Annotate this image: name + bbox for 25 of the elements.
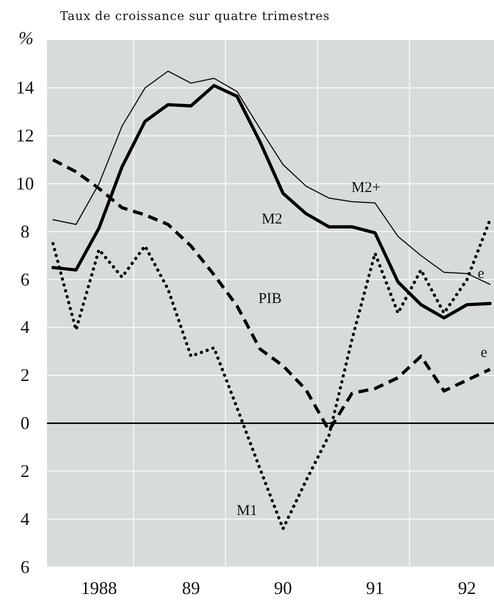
y-tick-label: 10 xyxy=(16,173,34,194)
annotation: e xyxy=(478,266,485,282)
y-tick-label: 14 xyxy=(16,78,34,98)
x-tick-label: 92 xyxy=(458,578,476,598)
series-label: PIB xyxy=(258,291,282,308)
y-tick-label: 6 xyxy=(20,269,30,290)
series-label: M2 xyxy=(262,212,282,228)
x-tick-label: 91 xyxy=(366,578,384,598)
y-tick-label: 4 xyxy=(20,508,30,529)
series-label: M2+ xyxy=(351,180,381,196)
chart-title: Taux de croissance sur quatre trimestres xyxy=(60,9,330,23)
y-tick-label: 2 xyxy=(20,460,30,481)
y-tick-label: 0 xyxy=(20,413,30,434)
y-tick-label: 12 xyxy=(16,126,34,146)
y-tick-label: 8 xyxy=(20,221,30,242)
annotation: e xyxy=(480,344,488,361)
y-tick-label: 4 xyxy=(20,317,30,338)
x-tick-label: 1988 xyxy=(81,578,117,598)
series-label: M1 xyxy=(236,503,258,520)
y-tick-label: 2 xyxy=(20,365,30,386)
line-series xyxy=(52,70,491,285)
y-axis-title: % xyxy=(18,28,34,48)
x-tick-label: 90 xyxy=(274,578,292,598)
x-tick-label: 89 xyxy=(182,578,200,598)
y-tick-label: 6 xyxy=(20,556,30,577)
